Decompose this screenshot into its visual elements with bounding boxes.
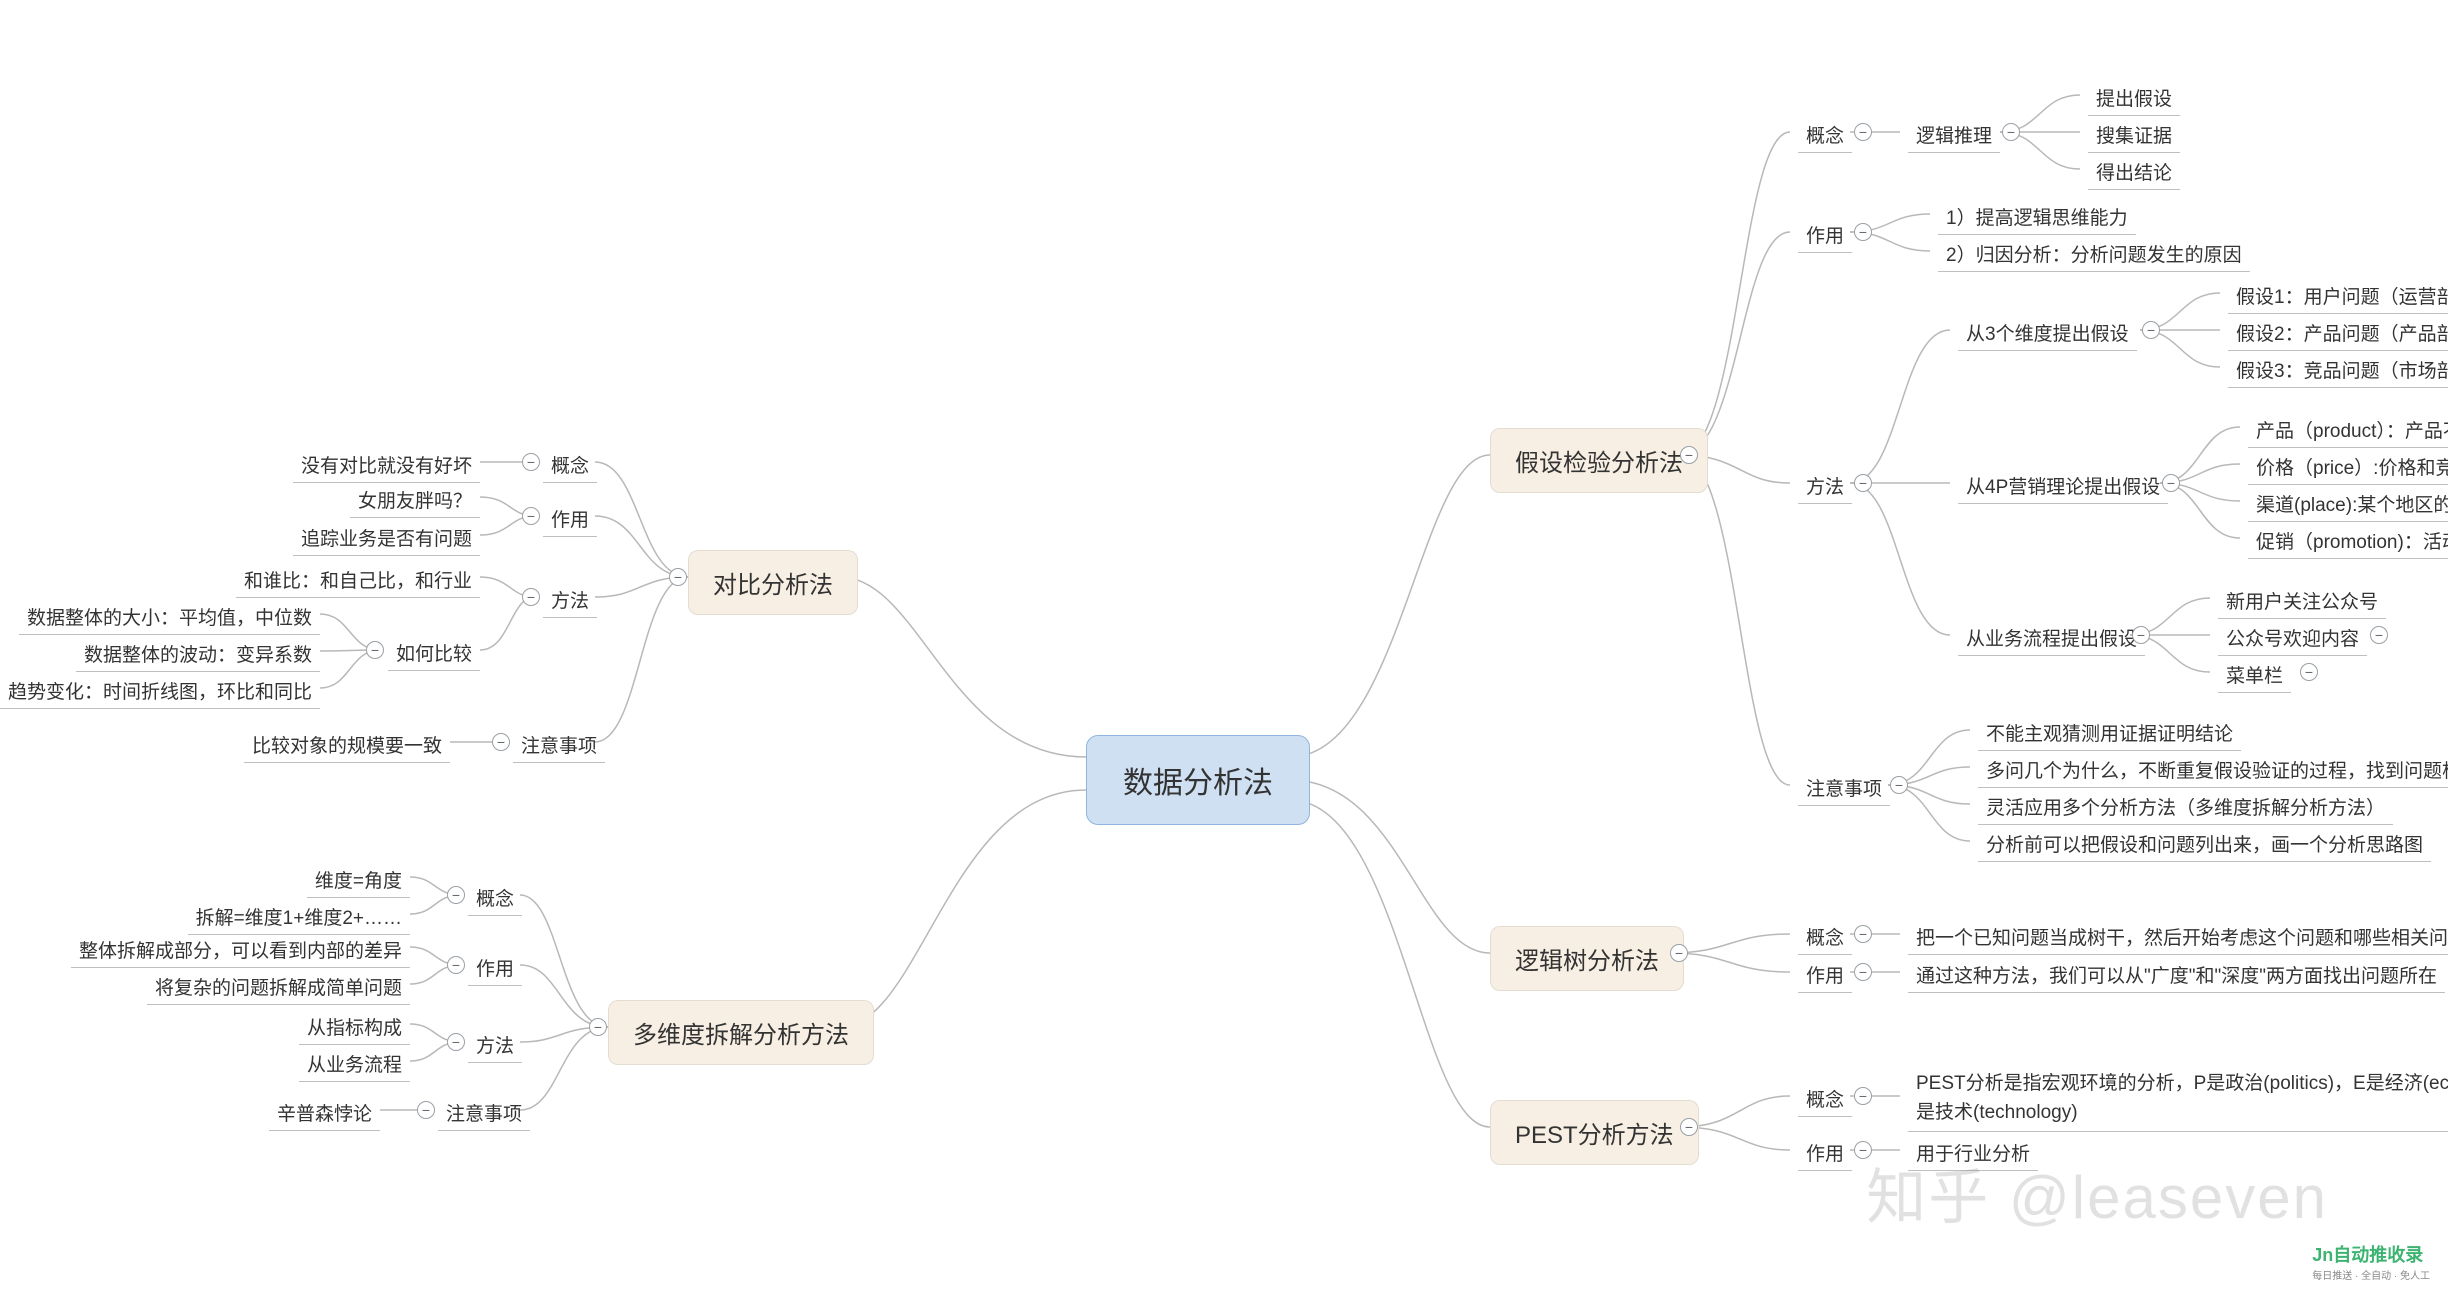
sub-label[interactable]: 概念 bbox=[1798, 117, 1852, 153]
corner-logo: Jn自动推收录 每日推送 · 全自动 · 免人工 bbox=[2312, 1241, 2430, 1282]
leaf: 数据整体的大小：平均值，中位数 bbox=[19, 599, 320, 635]
sub-label[interactable]: 作用 bbox=[1798, 217, 1852, 253]
topic-logictree[interactable]: 逻辑树分析法 bbox=[1490, 926, 1684, 991]
leaf: 1）提高逻辑思维能力 bbox=[1938, 199, 2136, 235]
leaf: 追踪业务是否有问题 bbox=[293, 520, 480, 556]
sub-label[interactable]: 菜单栏 bbox=[2218, 657, 2291, 693]
leaf: 拆解=维度1+维度2+…… bbox=[188, 899, 410, 935]
collapse-icon[interactable]: − bbox=[589, 1018, 607, 1036]
leaf: 没有对比就没有好坏 bbox=[293, 447, 480, 483]
leaf: 不能主观猜测用证据证明结论 bbox=[1978, 715, 2241, 751]
leaf: 假设2：产品问题（产品部） bbox=[2228, 315, 2448, 351]
leaf: 2）归因分析：分析问题发生的原因 bbox=[1938, 236, 2250, 272]
leaf: 搜集证据 bbox=[2088, 117, 2180, 153]
topic-pest[interactable]: PEST分析方法 bbox=[1490, 1100, 1699, 1165]
topic-hypothesis[interactable]: 假设检验分析法 bbox=[1490, 428, 1708, 493]
sub-label[interactable]: 作用 bbox=[543, 501, 597, 537]
leaf: 通过这种方法，我们可以从"广度"和"深度"两方面找出问题所在 bbox=[1908, 957, 2445, 993]
leaf: 灵活应用多个分析方法（多维度拆解分析方法） bbox=[1978, 789, 2393, 825]
leaf: 新用户关注公众号 bbox=[2218, 583, 2386, 619]
sub-label[interactable]: 如何比较 bbox=[388, 635, 480, 671]
collapse-icon[interactable]: − bbox=[669, 568, 687, 586]
collapse-icon[interactable]: − bbox=[1670, 944, 1688, 962]
leaf: 比较对象的规模要一致 bbox=[244, 727, 450, 763]
leaf: 从业务流程 bbox=[299, 1046, 410, 1082]
collapse-icon[interactable]: − bbox=[1854, 1087, 1872, 1105]
sub-label[interactable]: 注意事项 bbox=[438, 1095, 530, 1131]
collapse-icon[interactable]: − bbox=[1854, 123, 1872, 141]
leaf: 趋势变化：时间折线图，环比和同比 bbox=[0, 673, 320, 709]
corner-logo-main: Jn自动推收录 bbox=[2312, 1245, 2423, 1265]
collapse-icon[interactable]: − bbox=[366, 641, 384, 659]
collapse-icon[interactable]: − bbox=[2370, 626, 2388, 644]
leaf: 整体拆解成部分，可以看到内部的差异 bbox=[71, 932, 410, 968]
sub-label[interactable]: 从4P营销理论提出假设 bbox=[1958, 468, 2168, 504]
sub-label[interactable]: 概念 bbox=[1798, 1081, 1852, 1117]
leaf: 数据整体的波动：变异系数 bbox=[76, 636, 320, 672]
leaf: 促销（promotion)：活动促销没有效果？ bbox=[2248, 523, 2448, 559]
leaf: 产品（product）：产品不能满足用户需求？ bbox=[2248, 412, 2448, 448]
leaf: 多问几个为什么，不断重复假设验证的过程，找到问题根源 bbox=[1978, 752, 2448, 788]
leaf: 辛普森悖论 bbox=[269, 1095, 380, 1131]
leaf: 从指标构成 bbox=[299, 1009, 410, 1045]
leaf: 得出结论 bbox=[2088, 154, 2180, 190]
leaf: 把一个已知问题当成树干，然后开始考虑这个问题和哪些相关问题或者子任务有关 bbox=[1908, 919, 2448, 955]
sub-label[interactable]: 注意事项 bbox=[513, 727, 605, 763]
leaf: PEST分析是指宏观环境的分析，P是政治(politics)，E是经济(econ… bbox=[1908, 1066, 2448, 1132]
leaf: 和谁比：和自己比，和行业 bbox=[236, 562, 480, 598]
collapse-icon[interactable]: − bbox=[1854, 963, 1872, 981]
collapse-icon[interactable]: − bbox=[492, 733, 510, 751]
root-node[interactable]: 数据分析法 bbox=[1086, 735, 1310, 825]
collapse-icon[interactable]: − bbox=[2162, 474, 2180, 492]
leaf: 将复杂的问题拆解成简单问题 bbox=[147, 969, 410, 1005]
collapse-icon[interactable]: − bbox=[522, 507, 540, 525]
collapse-icon[interactable]: − bbox=[2002, 123, 2020, 141]
sub-label[interactable]: 方法 bbox=[543, 582, 597, 618]
sub-label[interactable]: 注意事项 bbox=[1798, 770, 1890, 806]
sub-label[interactable]: 概念 bbox=[543, 447, 597, 483]
leaf: 渠道(place):某个地区的渠道没有货了？ bbox=[2248, 486, 2448, 522]
leaf: 维度=角度 bbox=[307, 862, 410, 898]
sub-label[interactable]: 从3个维度提出假设 bbox=[1958, 315, 2137, 351]
collapse-icon[interactable]: − bbox=[2132, 626, 2150, 644]
sub-label[interactable]: 作用 bbox=[1798, 957, 1852, 993]
watermark-text: 知乎 @leaseven bbox=[1866, 1149, 2328, 1236]
collapse-icon[interactable]: − bbox=[522, 588, 540, 606]
collapse-icon[interactable]: − bbox=[447, 1033, 465, 1051]
leaf: 价格（price）:价格和竞争对手比没有优势？ bbox=[2248, 449, 2448, 485]
topic-compare[interactable]: 对比分析法 bbox=[688, 550, 858, 615]
leaf: 女朋友胖吗？ bbox=[350, 482, 480, 518]
collapse-icon[interactable]: − bbox=[447, 956, 465, 974]
leaf: 提出假设 bbox=[2088, 80, 2180, 116]
sub-label[interactable]: 概念 bbox=[468, 880, 522, 916]
collapse-icon[interactable]: − bbox=[1854, 925, 1872, 943]
topic-multidim[interactable]: 多维度拆解分析方法 bbox=[608, 1000, 874, 1065]
collapse-icon[interactable]: − bbox=[447, 886, 465, 904]
collapse-icon[interactable]: − bbox=[2142, 321, 2160, 339]
corner-logo-tag: 每日推送 · 全自动 · 免人工 bbox=[2312, 1267, 2430, 1282]
leaf: 假设3：竞品问题（市场部） bbox=[2228, 352, 2448, 388]
leaf: 假设1：用户问题（运营部） bbox=[2228, 278, 2448, 314]
leaf: 分析前可以把假设和问题列出来，画一个分析思路图 bbox=[1978, 826, 2431, 862]
collapse-icon[interactable]: − bbox=[522, 453, 540, 471]
sub-label[interactable]: 公众号欢迎内容 bbox=[2218, 620, 2367, 656]
collapse-icon[interactable]: − bbox=[1680, 446, 1698, 464]
collapse-icon[interactable]: − bbox=[1890, 776, 1908, 794]
sub-label[interactable]: 从业务流程提出假设 bbox=[1958, 620, 2145, 656]
collapse-icon[interactable]: − bbox=[417, 1101, 435, 1119]
collapse-icon[interactable]: − bbox=[2300, 663, 2318, 681]
collapse-icon[interactable]: − bbox=[1680, 1118, 1698, 1136]
sub-label[interactable]: 逻辑推理 bbox=[1908, 117, 2000, 153]
sub-label[interactable]: 作用 bbox=[468, 950, 522, 986]
collapse-icon[interactable]: − bbox=[1854, 223, 1872, 241]
sub-label[interactable]: 方法 bbox=[468, 1027, 522, 1063]
sub-label[interactable]: 作用 bbox=[1798, 1135, 1852, 1171]
sub-label[interactable]: 方法 bbox=[1798, 468, 1852, 504]
collapse-icon[interactable]: − bbox=[1854, 474, 1872, 492]
sub-label[interactable]: 概念 bbox=[1798, 919, 1852, 955]
